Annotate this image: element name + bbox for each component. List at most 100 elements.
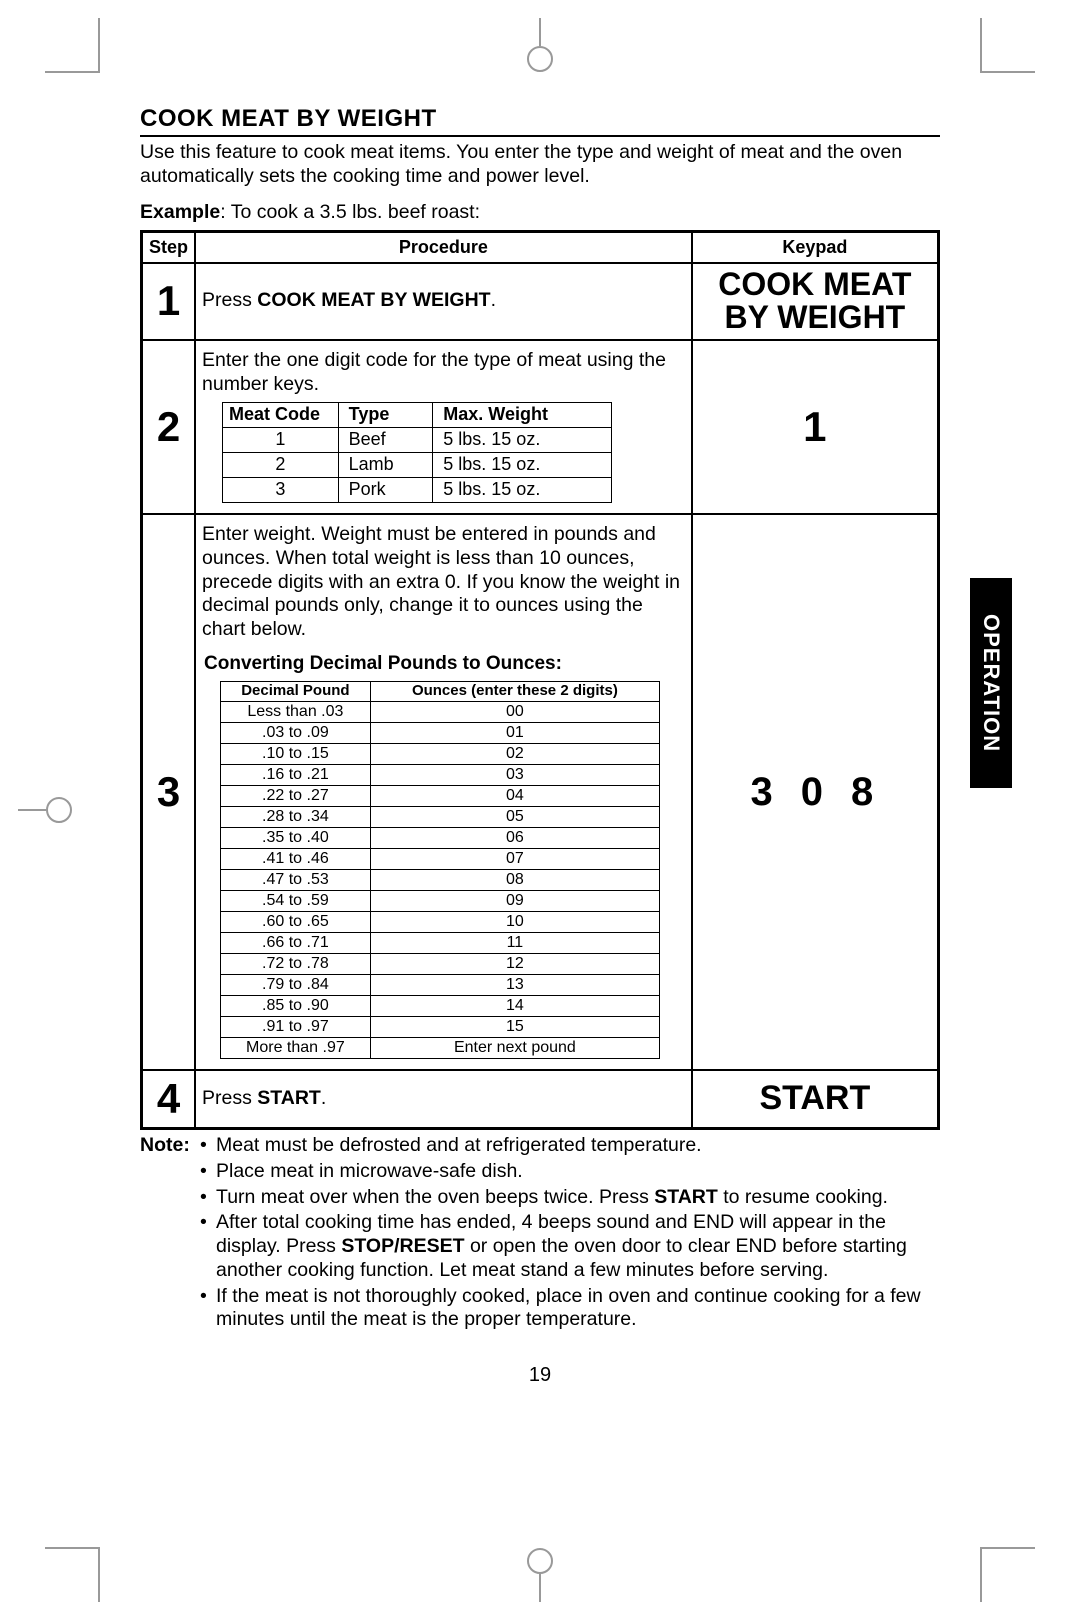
- meat-code: 3: [223, 478, 339, 503]
- conv-oz: 13: [370, 974, 659, 995]
- table-row: More than .97Enter next pound: [221, 1037, 660, 1058]
- conv-dp: Less than .03: [221, 701, 371, 722]
- crop-mark: [980, 71, 1035, 73]
- note-item: •If the meat is not thoroughly cooked, p…: [200, 1285, 940, 1333]
- table-row: .35 to .4006: [221, 827, 660, 848]
- conv-dp: .60 to .65: [221, 911, 371, 932]
- conv-oz: 12: [370, 953, 659, 974]
- proc-text: .: [321, 1087, 326, 1109]
- conv-dp: .66 to .71: [221, 932, 371, 953]
- conv-oz: 07: [370, 848, 659, 869]
- bullet-icon: •: [200, 1285, 216, 1333]
- keypad-display: COOK MEAT BY WEIGHT: [692, 263, 939, 340]
- table-row: 1 Press COOK MEAT BY WEIGHT. COOK MEAT B…: [142, 263, 939, 340]
- section-tab-operation: OPERATION: [970, 578, 1012, 788]
- conv-oz: 09: [370, 890, 659, 911]
- table-row: .60 to .6510: [221, 911, 660, 932]
- crop-mark: [98, 1547, 100, 1602]
- conv-dp: .28 to .34: [221, 806, 371, 827]
- conv-dp: .91 to .97: [221, 1016, 371, 1037]
- step-number: 4: [142, 1070, 196, 1129]
- proc-text: Press: [202, 1087, 257, 1109]
- intro-text: Use this feature to cook meat items. You…: [140, 141, 940, 189]
- proc-bold: START: [257, 1087, 321, 1109]
- meat-code-table: Meat Code Type Max. Weight 1Beef5 lbs. 1…: [222, 402, 612, 503]
- example-label: Example: [140, 201, 220, 223]
- table-row: .91 to .9715: [221, 1016, 660, 1037]
- crop-mark: [527, 1548, 553, 1574]
- crop-mark: [980, 18, 982, 73]
- conv-oz: 00: [370, 701, 659, 722]
- conv-dp: .35 to .40: [221, 827, 371, 848]
- meat-col-max: Max. Weight: [433, 403, 612, 428]
- crop-mark: [45, 1547, 100, 1549]
- table-row: .28 to .3405: [221, 806, 660, 827]
- crop-mark: [980, 1547, 982, 1602]
- conversion-table: Decimal Pound Ounces (enter these 2 digi…: [220, 681, 660, 1059]
- meat-max: 5 lbs. 15 oz.: [433, 453, 612, 478]
- step-procedure: Enter the one digit code for the type of…: [195, 340, 692, 514]
- table-row: .16 to .2103: [221, 764, 660, 785]
- crop-mark: [18, 809, 46, 811]
- table-row: .85 to .9014: [221, 995, 660, 1016]
- conv-oz: 15: [370, 1016, 659, 1037]
- notes-label: Note:: [140, 1134, 200, 1334]
- table-row: 1Beef5 lbs. 15 oz.: [223, 428, 612, 453]
- table-row: 2 Enter the one digit code for the type …: [142, 340, 939, 514]
- conv-oz: 11: [370, 932, 659, 953]
- keypad-line: COOK MEAT: [718, 266, 911, 302]
- table-row: .41 to .4607: [221, 848, 660, 869]
- page-number: 19: [140, 1364, 940, 1387]
- table-row: 4 Press START. START: [142, 1070, 939, 1129]
- conv-dp: .03 to .09: [221, 722, 371, 743]
- conv-col-oz: Ounces (enter these 2 digits): [370, 682, 659, 702]
- conv-dp: .22 to .27: [221, 785, 371, 806]
- meat-col-code: Meat Code: [223, 403, 339, 428]
- note-item: •Meat must be defrosted and at refrigera…: [200, 1134, 940, 1158]
- table-row: .03 to .0901: [221, 722, 660, 743]
- conv-oz: 02: [370, 743, 659, 764]
- meat-type: Beef: [338, 428, 433, 453]
- keypad-display: START: [692, 1070, 939, 1129]
- meat-code: 1: [223, 428, 339, 453]
- conversion-title: Converting Decimal Pounds to Ounces:: [204, 652, 685, 675]
- step-procedure: Press START.: [195, 1070, 692, 1129]
- conv-oz: 04: [370, 785, 659, 806]
- crop-mark: [98, 18, 100, 73]
- conv-dp: .72 to .78: [221, 953, 371, 974]
- conv-dp: .47 to .53: [221, 869, 371, 890]
- proc-text: .: [491, 289, 496, 311]
- note-item: •Place meat in microwave-safe dish.: [200, 1160, 940, 1184]
- step-procedure: Enter weight. Weight must be entered in …: [195, 514, 692, 1070]
- notes-list: •Meat must be defrosted and at refrigera…: [200, 1134, 940, 1334]
- example-text: : To cook a 3.5 lbs. beef roast:: [220, 201, 480, 223]
- conv-dp: .41 to .46: [221, 848, 371, 869]
- meat-code: 2: [223, 453, 339, 478]
- table-row: Less than .0300: [221, 701, 660, 722]
- conv-oz: 10: [370, 911, 659, 932]
- conv-dp: .10 to .15: [221, 743, 371, 764]
- section-title: COOK MEAT BY WEIGHT: [140, 105, 940, 137]
- note-text: After total cooking time has ended, 4 be…: [216, 1211, 940, 1282]
- step-number: 2: [142, 340, 196, 514]
- crop-mark: [980, 1547, 1035, 1549]
- note-item: •After total cooking time has ended, 4 b…: [200, 1211, 940, 1282]
- keypad-display: 308: [692, 514, 939, 1070]
- table-row: .66 to .7111: [221, 932, 660, 953]
- keypad-line: BY WEIGHT: [724, 299, 905, 335]
- step-number: 3: [142, 514, 196, 1070]
- conv-oz: 06: [370, 827, 659, 848]
- col-procedure: Procedure: [195, 231, 692, 263]
- proc-bold: COOK MEAT BY WEIGHT: [257, 289, 490, 311]
- crop-mark: [45, 71, 100, 73]
- conv-col-dp: Decimal Pound: [221, 682, 371, 702]
- table-row: 3 Enter weight. Weight must be entered i…: [142, 514, 939, 1070]
- conv-dp: .79 to .84: [221, 974, 371, 995]
- table-row: .47 to .5308: [221, 869, 660, 890]
- crop-mark: [539, 18, 541, 46]
- table-row: .79 to .8413: [221, 974, 660, 995]
- meat-col-type: Type: [338, 403, 433, 428]
- bullet-icon: •: [200, 1134, 216, 1158]
- conv-dp: .54 to .59: [221, 890, 371, 911]
- conv-dp: .16 to .21: [221, 764, 371, 785]
